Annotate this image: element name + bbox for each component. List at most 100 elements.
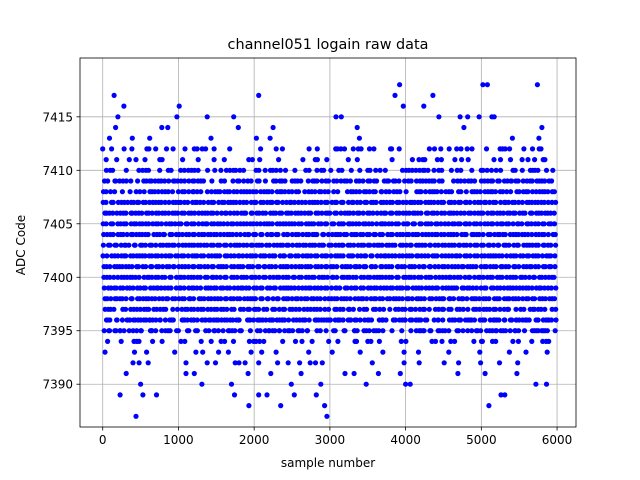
data-point <box>288 253 294 259</box>
data-point <box>389 146 395 152</box>
data-point <box>509 178 515 184</box>
data-point <box>223 264 229 270</box>
data-point <box>462 274 468 280</box>
data-point <box>430 92 436 98</box>
data-point <box>396 178 402 184</box>
data-point <box>448 274 454 280</box>
data-point <box>145 167 152 173</box>
data-point <box>513 317 519 323</box>
data-point <box>360 296 366 302</box>
data-point <box>535 167 541 173</box>
data-point <box>183 370 189 377</box>
data-point <box>186 189 192 195</box>
data-point <box>113 285 119 291</box>
data-point <box>380 296 386 302</box>
data-point <box>276 274 282 280</box>
data-point <box>253 274 259 280</box>
data-point <box>387 296 393 302</box>
data-point <box>259 242 265 248</box>
data-point <box>178 338 184 344</box>
data-point <box>409 253 415 259</box>
data-point <box>380 328 386 334</box>
data-point <box>350 210 356 216</box>
data-point <box>399 167 406 173</box>
data-point <box>273 167 279 173</box>
data-point <box>146 306 152 312</box>
data-point <box>123 221 129 227</box>
data-point <box>529 210 535 216</box>
data-point <box>442 242 448 248</box>
data-point <box>342 328 348 334</box>
data-point <box>213 317 219 323</box>
data-point <box>123 306 129 312</box>
data-point <box>168 167 174 173</box>
data-point <box>153 146 159 152</box>
data-point <box>400 231 406 238</box>
data-point <box>373 167 379 173</box>
data-point <box>214 210 220 216</box>
data-point <box>516 199 522 205</box>
data-point <box>532 296 538 302</box>
data-point <box>214 306 220 312</box>
data-point <box>312 189 318 195</box>
data-point <box>425 167 431 173</box>
data-point <box>273 349 279 355</box>
data-point <box>462 178 468 184</box>
data-point <box>339 167 345 173</box>
data-point <box>236 178 242 184</box>
data-point <box>346 274 353 280</box>
data-point <box>324 285 330 291</box>
data-point <box>441 231 447 238</box>
data-point <box>448 306 454 312</box>
data-point <box>321 167 327 173</box>
data-point <box>454 231 460 238</box>
y-tick: 7415 <box>42 110 80 124</box>
data-point <box>374 210 380 216</box>
data-point <box>463 189 469 195</box>
data-point <box>452 338 458 344</box>
data-point <box>356 210 362 216</box>
data-point <box>204 114 210 120</box>
data-point <box>366 328 372 334</box>
data-point <box>275 231 281 238</box>
data-point <box>319 178 325 184</box>
data-point <box>476 114 482 120</box>
data-point <box>366 146 373 152</box>
data-point <box>526 274 532 280</box>
data-point <box>250 242 256 248</box>
data-point <box>428 274 434 280</box>
data-point <box>521 306 527 312</box>
data-point <box>506 296 512 302</box>
data-point <box>160 264 166 270</box>
data-point <box>514 370 520 377</box>
data-point <box>204 360 210 366</box>
data-point <box>552 264 558 270</box>
data-point <box>358 253 364 259</box>
data-point <box>348 167 354 173</box>
data-point <box>138 328 144 334</box>
data-point <box>103 189 109 195</box>
data-point <box>194 328 200 334</box>
data-point <box>535 221 542 227</box>
data-point <box>392 92 398 98</box>
data-point <box>390 285 396 291</box>
data-point <box>100 253 106 259</box>
data-point <box>313 317 319 323</box>
data-point <box>513 274 519 280</box>
data-point <box>500 189 506 195</box>
data-point <box>439 178 445 184</box>
data-point <box>356 135 362 141</box>
data-point <box>542 306 548 312</box>
data-point <box>212 360 219 366</box>
data-point <box>191 370 197 377</box>
data-point <box>409 167 415 173</box>
data-point <box>486 296 492 302</box>
data-point <box>115 253 121 259</box>
data-point <box>329 349 335 355</box>
data-point <box>182 189 188 195</box>
data-point <box>100 242 106 248</box>
data-point <box>454 285 460 291</box>
data-point <box>392 242 398 248</box>
data-point <box>119 296 125 302</box>
data-point <box>452 317 458 323</box>
